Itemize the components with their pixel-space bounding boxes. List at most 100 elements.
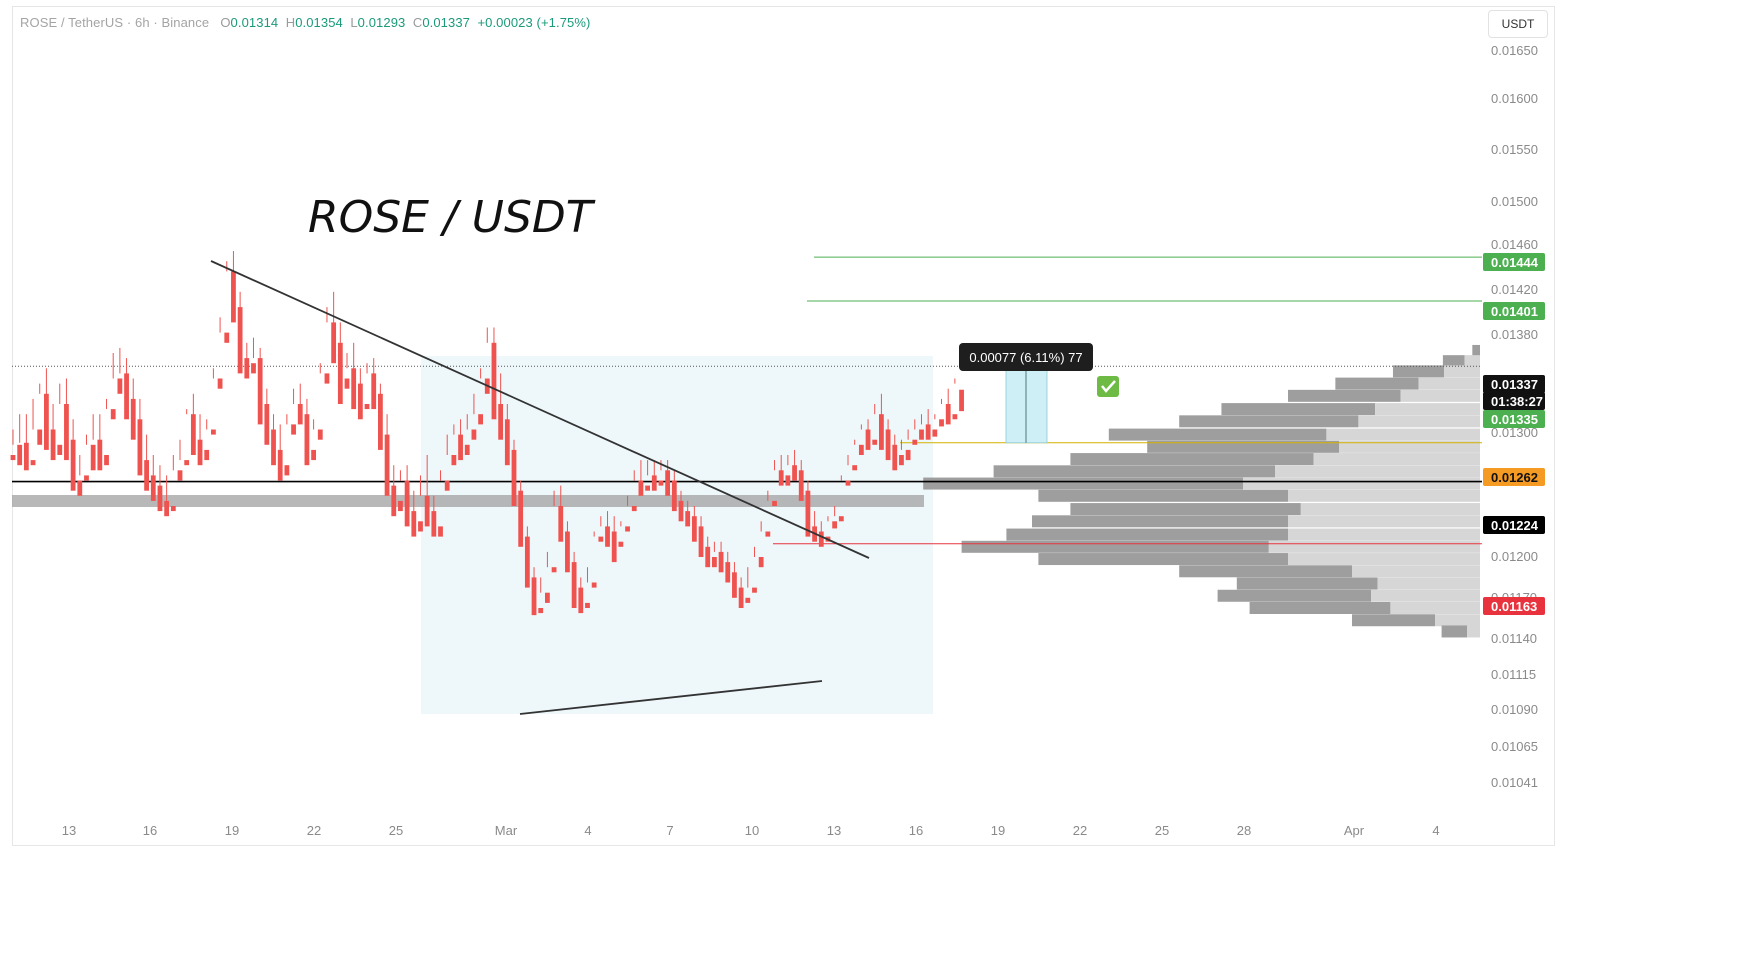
candle[interactable] bbox=[110, 353, 116, 420]
candle[interactable] bbox=[137, 398, 143, 476]
candle[interactable] bbox=[231, 251, 236, 323]
candle[interactable] bbox=[404, 465, 410, 527]
candle[interactable] bbox=[805, 480, 811, 537]
candle[interactable] bbox=[378, 383, 383, 450]
candle[interactable] bbox=[518, 480, 524, 547]
candle[interactable] bbox=[50, 404, 56, 461]
candle[interactable] bbox=[211, 368, 216, 435]
candle[interactable] bbox=[97, 414, 103, 471]
candle[interactable] bbox=[251, 337, 256, 374]
candle[interactable] bbox=[698, 516, 704, 557]
candle[interactable] bbox=[244, 342, 250, 379]
candle[interactable] bbox=[217, 317, 223, 389]
candle[interactable] bbox=[344, 353, 350, 389]
candle[interactable] bbox=[431, 495, 437, 537]
candle[interactable] bbox=[398, 470, 403, 512]
candle[interactable] bbox=[538, 577, 544, 614]
candle[interactable] bbox=[792, 449, 797, 481]
candle[interactable] bbox=[952, 378, 958, 420]
candle[interactable] bbox=[578, 577, 584, 614]
candle[interactable] bbox=[511, 439, 517, 506]
candle[interactable] bbox=[524, 526, 530, 588]
candle[interactable] bbox=[44, 368, 49, 450]
candle[interactable] bbox=[879, 393, 884, 450]
drawings-layer[interactable]: 0.00077 (6.11%) 77 bbox=[210, 260, 1119, 715]
candle[interactable] bbox=[84, 434, 89, 481]
candle[interactable] bbox=[852, 439, 858, 471]
candle[interactable] bbox=[237, 291, 243, 374]
candle[interactable] bbox=[665, 460, 671, 496]
candle[interactable] bbox=[311, 419, 316, 461]
candle[interactable] bbox=[685, 500, 691, 527]
candle[interactable] bbox=[224, 261, 230, 343]
candle[interactable] bbox=[90, 414, 96, 471]
candle[interactable] bbox=[605, 511, 610, 547]
candle[interactable] bbox=[384, 414, 390, 496]
candle[interactable] bbox=[124, 358, 129, 420]
candle[interactable] bbox=[391, 465, 397, 517]
candle[interactable] bbox=[618, 521, 624, 547]
candle[interactable] bbox=[30, 398, 36, 466]
candle[interactable] bbox=[919, 414, 924, 440]
candle[interactable] bbox=[772, 460, 777, 506]
candle[interactable] bbox=[23, 414, 29, 471]
candle[interactable] bbox=[565, 521, 570, 573]
candle[interactable] bbox=[732, 562, 737, 598]
candle[interactable] bbox=[478, 368, 483, 425]
candle[interactable] bbox=[257, 347, 263, 425]
candle[interactable] bbox=[331, 291, 337, 364]
candle[interactable] bbox=[317, 363, 323, 440]
candle[interactable] bbox=[865, 419, 871, 450]
candle[interactable] bbox=[17, 414, 23, 466]
candle[interactable] bbox=[892, 434, 898, 471]
candle[interactable] bbox=[838, 475, 844, 522]
candle[interactable] bbox=[164, 475, 170, 517]
candle[interactable] bbox=[104, 398, 109, 466]
candle[interactable] bbox=[324, 307, 330, 384]
ascending-trendline[interactable] bbox=[519, 680, 823, 715]
candle[interactable] bbox=[357, 368, 363, 420]
candle[interactable] bbox=[411, 490, 417, 537]
candle[interactable] bbox=[531, 567, 537, 616]
symbol-label[interactable]: ROSE / TetherUS · 6h · Binance bbox=[20, 15, 210, 30]
candle[interactable] bbox=[418, 475, 423, 532]
candle[interactable] bbox=[424, 455, 430, 527]
candle[interactable] bbox=[798, 460, 804, 501]
candle[interactable] bbox=[37, 383, 43, 445]
candle[interactable] bbox=[197, 414, 203, 466]
candle[interactable] bbox=[585, 567, 590, 608]
descending-trendline[interactable] bbox=[210, 260, 870, 559]
candle[interactable] bbox=[371, 358, 377, 410]
candle[interactable] bbox=[444, 434, 450, 491]
candle[interactable] bbox=[818, 521, 824, 547]
currency-unit-button[interactable]: USDT bbox=[1488, 10, 1548, 38]
candle[interactable] bbox=[718, 541, 724, 573]
candle[interactable] bbox=[571, 551, 577, 608]
candle[interactable] bbox=[264, 388, 270, 445]
candle[interactable] bbox=[925, 409, 931, 440]
candle[interactable] bbox=[872, 404, 878, 445]
candle[interactable] bbox=[77, 455, 83, 496]
candle[interactable] bbox=[184, 409, 190, 466]
candle[interactable] bbox=[691, 506, 697, 542]
candle[interactable] bbox=[144, 434, 149, 491]
candle[interactable] bbox=[678, 490, 684, 522]
candle[interactable] bbox=[645, 460, 650, 491]
candle[interactable] bbox=[337, 322, 343, 404]
candle[interactable] bbox=[932, 414, 938, 437]
consolidation-zone[interactable] bbox=[421, 356, 933, 714]
support-band[interactable] bbox=[12, 495, 924, 507]
candle[interactable] bbox=[297, 383, 303, 425]
candle[interactable] bbox=[625, 495, 630, 532]
candle[interactable] bbox=[611, 516, 617, 563]
candle[interactable] bbox=[671, 470, 677, 512]
candles-layer[interactable] bbox=[10, 251, 964, 616]
candle[interactable] bbox=[291, 388, 296, 435]
candle[interactable] bbox=[157, 465, 163, 512]
candle[interactable] bbox=[558, 485, 564, 542]
candle[interactable] bbox=[912, 419, 918, 445]
candle[interactable] bbox=[498, 373, 504, 440]
candle[interactable] bbox=[899, 439, 904, 466]
candle[interactable] bbox=[651, 460, 657, 491]
